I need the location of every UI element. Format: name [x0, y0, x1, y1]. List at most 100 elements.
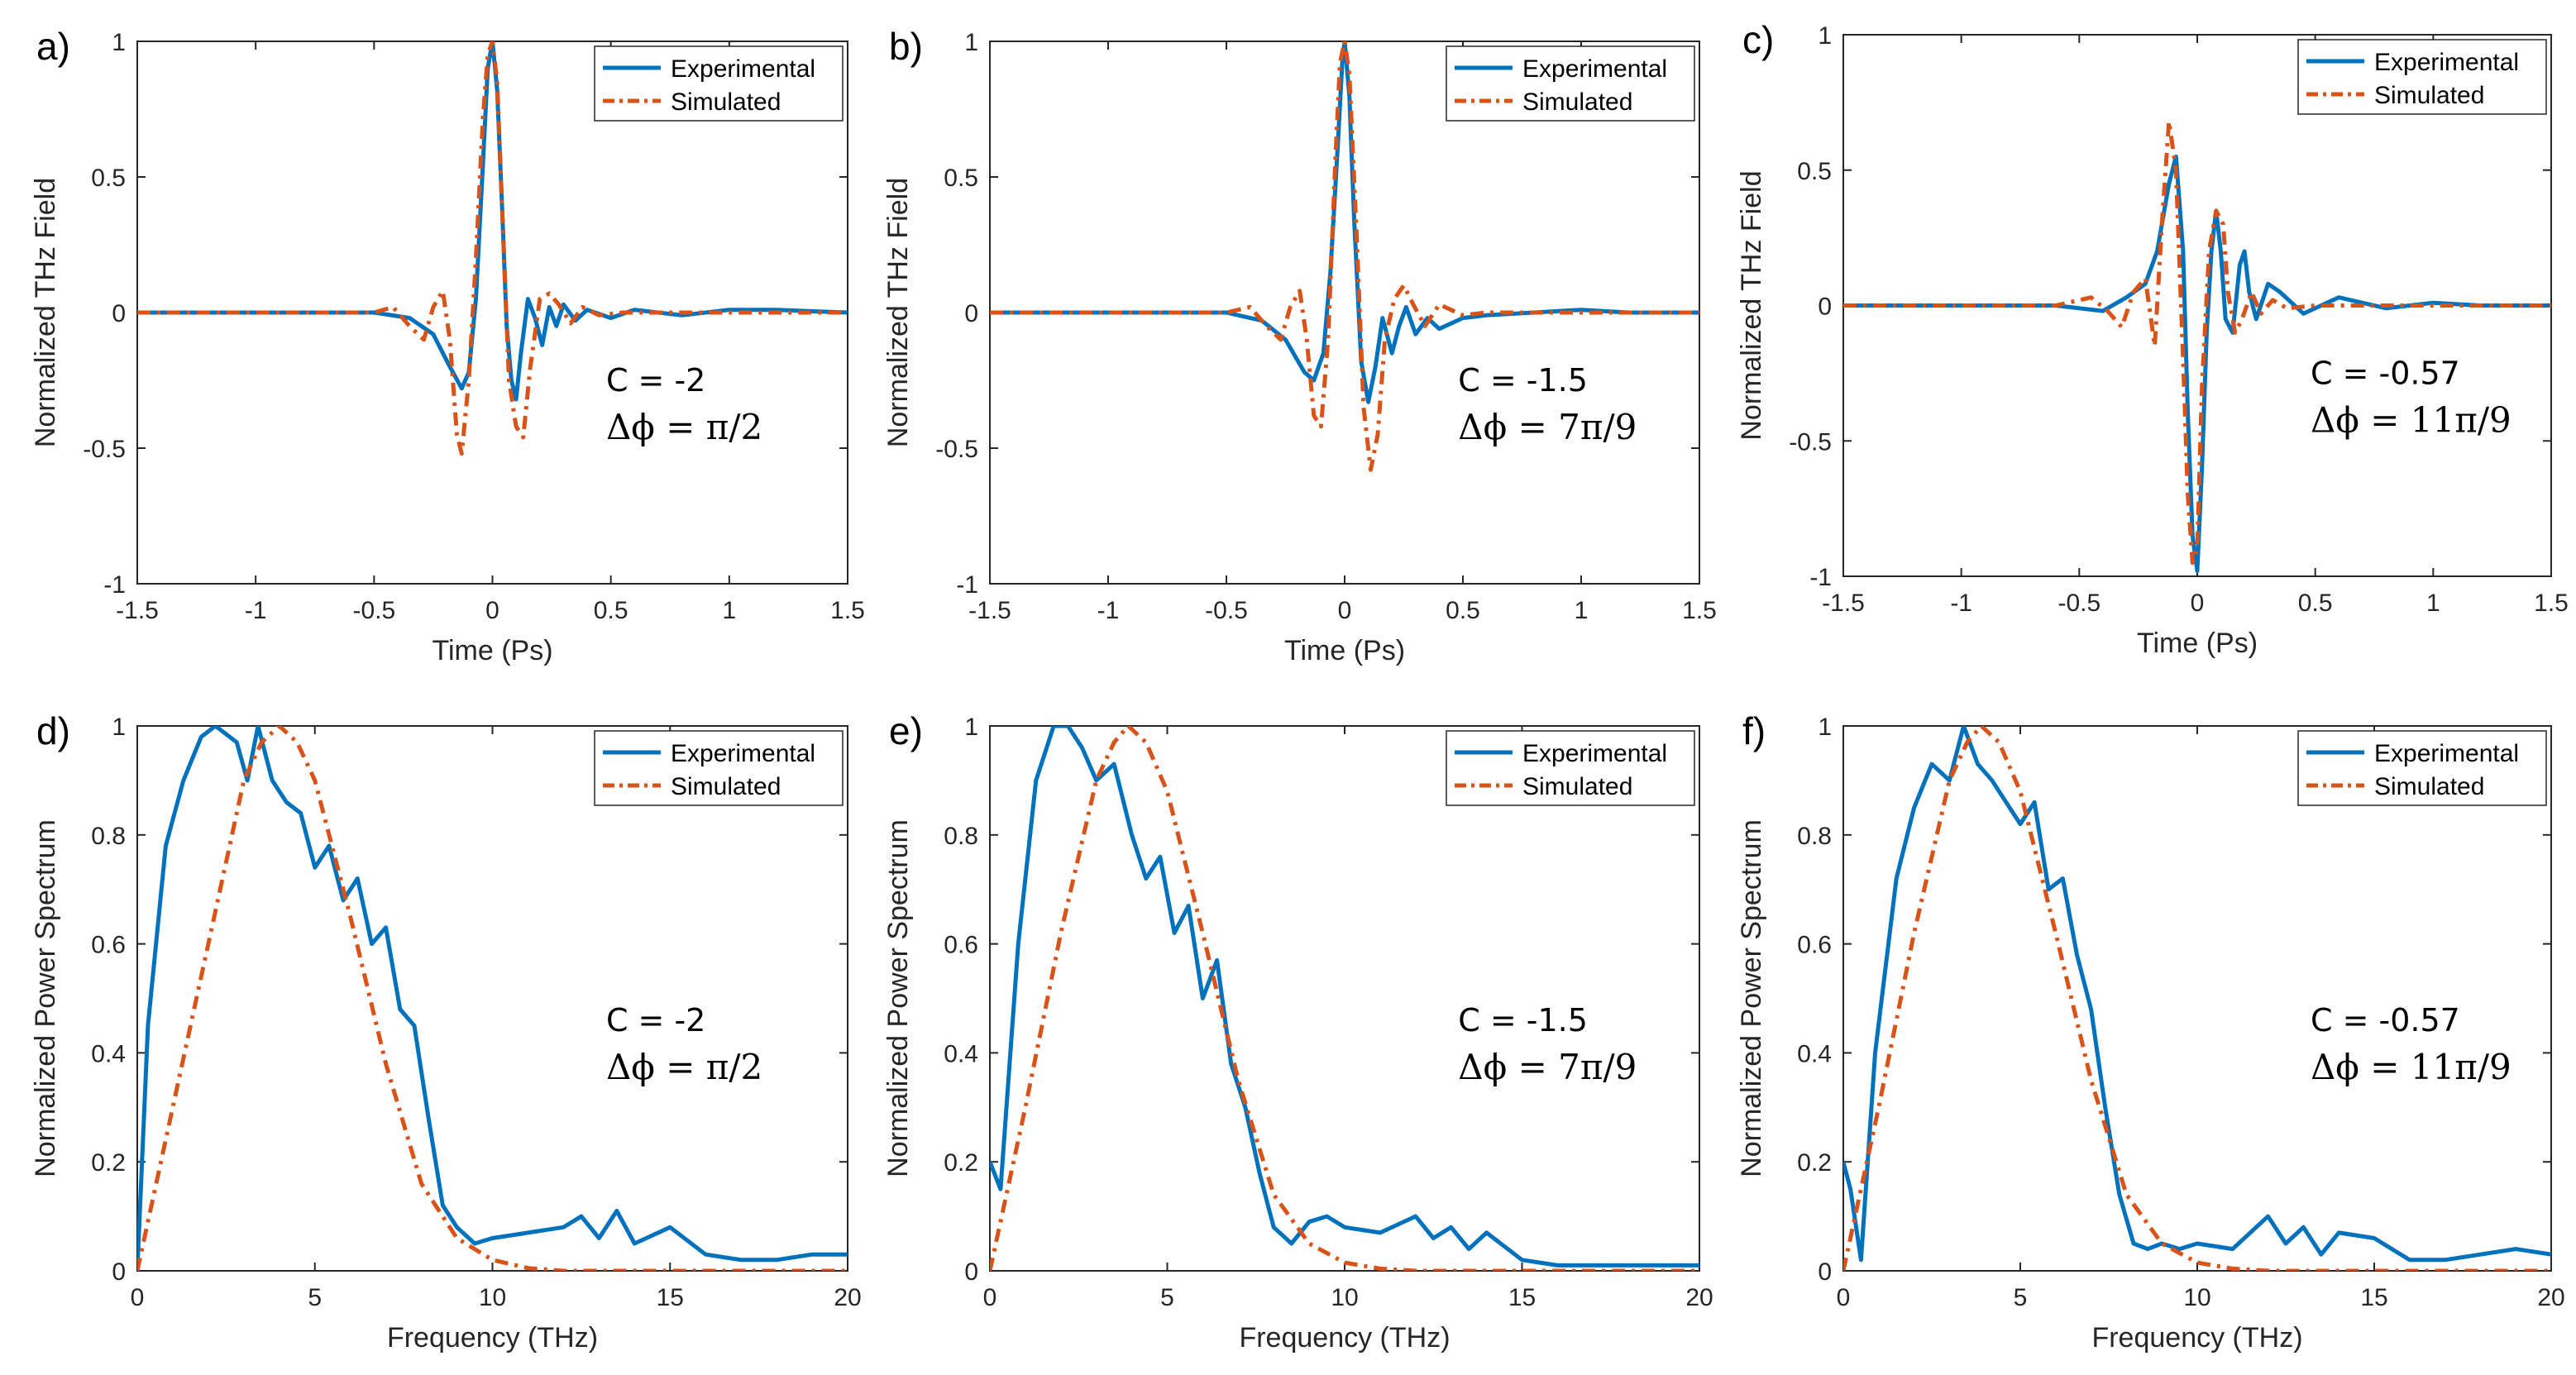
y-axis-label: Normalized THz Field	[1736, 170, 1767, 440]
legend-simulated-label: Simulated	[1522, 88, 1632, 116]
y-tick-label: -1	[1809, 564, 1832, 591]
experimental-series-line	[1843, 726, 2551, 1263]
y-axis-label: Normalized THz Field	[882, 178, 914, 447]
annotation-chirp: C = -1.5	[1458, 1002, 1588, 1038]
annotation-phase: Δϕ = 11π/9	[2311, 399, 2511, 440]
y-tick-label: 0.5	[944, 165, 978, 192]
y-axis-label: Normalized Power Spectrum	[30, 819, 61, 1177]
y-tick-label: 0.6	[1797, 932, 1832, 959]
x-tick-label: 1.5	[830, 597, 865, 624]
x-tick-label: -0.5	[2057, 590, 2100, 617]
x-axis-label: Time (Ps)	[432, 635, 552, 666]
legend-simulated-label: Simulated	[671, 773, 781, 800]
x-tick-label: 15	[657, 1284, 684, 1311]
y-axis-label: Normalized Power Spectrum	[882, 819, 914, 1177]
y-axis-label: Normalized THz Field	[30, 178, 61, 447]
x-tick-label: 0	[2191, 590, 2205, 617]
legend-box	[594, 730, 844, 806]
annotation-chirp: C = -2	[606, 362, 705, 399]
axes-box	[989, 725, 1700, 1272]
annotation-chirp: C = -0.57	[2311, 1002, 2460, 1038]
simulated-series-line	[137, 726, 848, 1271]
y-tick-label: 0.2	[91, 1149, 126, 1177]
x-tick-label: 1	[1575, 597, 1589, 624]
annotation-chirp: C = -0.57	[2311, 355, 2460, 391]
experimental-series-line	[137, 41, 848, 402]
legend: Experimental Simulated	[2297, 39, 2547, 115]
x-axis-label: Frequency (THz)	[1239, 1322, 1450, 1354]
panel-d: 0 5 10 15 20 0 0.2 0.4 0.6 0.8 1 Frequency (THz) Nor…	[30, 709, 862, 1354]
axes-box	[136, 725, 848, 1272]
x-axis-label: Frequency (THz)	[387, 1322, 598, 1354]
legend: Experimental Simulated	[594, 45, 844, 122]
x-tick-label: 20	[834, 1284, 861, 1311]
y-tick-label: 1	[964, 714, 978, 741]
x-tick-label: 20	[1685, 1284, 1713, 1311]
legend-box	[1446, 45, 1695, 122]
legend-experimental-label: Experimental	[671, 740, 815, 767]
y-tick-label: -0.5	[935, 436, 978, 463]
x-tick-label: 5	[1160, 1284, 1174, 1311]
simulated-series-line	[990, 41, 1699, 472]
x-tick-label: 10	[1331, 1284, 1358, 1311]
y-tick-label: 0.8	[1797, 823, 1832, 850]
legend-simulated-label: Simulated	[671, 88, 781, 116]
y-tick-label: 0.6	[944, 932, 978, 959]
x-tick-label: 5	[308, 1284, 322, 1311]
y-tick-label: 0	[112, 300, 126, 327]
annotation-chirp: C = -1.5	[1458, 362, 1588, 399]
x-tick-label: -0.5	[1205, 597, 1248, 624]
y-tick-label: 0.2	[1797, 1149, 1832, 1177]
y-tick-label: 0.6	[91, 932, 126, 959]
legend-experimental-label: Experimental	[1522, 55, 1667, 83]
x-tick-label: -1.5	[1822, 590, 1865, 617]
x-tick-label: 20	[2537, 1284, 2564, 1311]
x-axis-label: Time (Ps)	[2137, 628, 2258, 659]
x-tick-label: 1	[2426, 590, 2440, 617]
y-tick-label: 1	[112, 714, 126, 741]
x-tick-label: 0.5	[594, 597, 628, 624]
y-tick-label: -1	[103, 571, 126, 599]
y-tick-label: -0.5	[1789, 428, 1832, 456]
y-tick-label: 0.8	[944, 823, 978, 850]
legend: Experimental Simulated	[1446, 730, 1695, 806]
y-tick-label: 0.2	[944, 1149, 978, 1177]
x-tick-label: 10	[2183, 1284, 2210, 1311]
x-tick-label: 5	[2014, 1284, 2028, 1311]
legend-box	[2297, 39, 2547, 115]
x-tick-label: 0	[983, 1284, 997, 1311]
x-tick-label: -1.5	[116, 597, 159, 624]
y-tick-label: 1	[112, 29, 126, 56]
annotation-phase: Δϕ = π/2	[606, 1047, 762, 1087]
x-tick-label: -0.5	[352, 597, 395, 624]
y-tick-label: -0.5	[83, 436, 126, 463]
y-tick-label: 0.4	[944, 1040, 978, 1067]
x-tick-label: -1	[245, 597, 267, 624]
x-tick-label: 10	[479, 1284, 506, 1311]
annotation-phase: Δϕ = 7π/9	[1458, 407, 1637, 447]
x-tick-label: 15	[2360, 1284, 2387, 1311]
legend-box	[2297, 730, 2547, 806]
y-tick-label: 1	[1818, 22, 1832, 50]
x-tick-label: 0	[1338, 597, 1352, 624]
panel-e: 0 5 10 15 20 0 0.2 0.4 0.6 0.8 1 Frequency (THz) Nor…	[882, 709, 1713, 1354]
y-tick-label: 0.8	[91, 823, 126, 850]
annotation-chirp: C = -2	[606, 1002, 705, 1038]
panel-label: a)	[36, 25, 70, 68]
legend-box	[594, 45, 844, 122]
legend-box	[1446, 730, 1695, 806]
legend-simulated-label: Simulated	[1522, 773, 1632, 800]
legend: Experimental Simulated	[2297, 730, 2547, 806]
panel-f: 0 5 10 15 20 0 0.2 0.4 0.6 0.8 1 Frequency (THz) Nor…	[1736, 709, 2565, 1354]
panel-label: e)	[889, 709, 923, 752]
x-tick-label: 1.5	[2534, 590, 2569, 617]
y-tick-label: 1	[964, 29, 978, 56]
legend-experimental-label: Experimental	[2374, 740, 2519, 767]
legend-experimental-label: Experimental	[1522, 740, 1667, 767]
legend-experimental-label: Experimental	[2374, 49, 2519, 76]
x-tick-label: 15	[1508, 1284, 1536, 1311]
